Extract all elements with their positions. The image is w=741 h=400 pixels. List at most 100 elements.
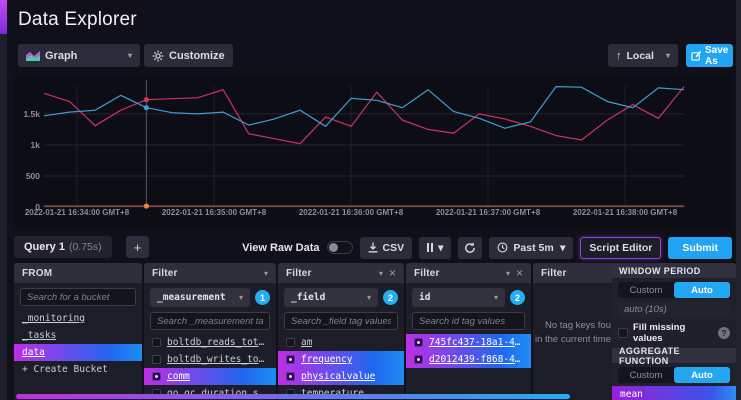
query-tab[interactable]: Query 1 (0.75s) (14, 236, 112, 258)
checkbox (414, 338, 423, 347)
view-raw-data-toggle[interactable] (327, 241, 353, 254)
hover-dot (144, 203, 149, 208)
filter-panel-header: Filter ▾ × (278, 263, 404, 283)
fill-missing-checkbox[interactable] (618, 328, 628, 338)
save-as-label: Save As (705, 45, 728, 67)
bucket-name: data (22, 347, 45, 358)
hover-dot (144, 105, 149, 110)
graph-panel: 05001k1.5k 2022-01-21 16:34:00 GMT+82022… (14, 74, 732, 230)
series-blue (44, 87, 684, 129)
bucket-item[interactable]: data (14, 344, 142, 361)
view-type-dropdown[interactable]: Graph ▾ (18, 44, 140, 67)
tag-key-dropdown[interactable]: _field▾ (284, 288, 378, 307)
tag-value-item[interactable]: am (278, 334, 404, 351)
selected-count-badge: 2 (383, 290, 398, 305)
chevron-down-icon[interactable]: ▾ (264, 269, 268, 278)
tag-key-label: id (419, 292, 494, 303)
window-auto-button[interactable]: Auto (674, 282, 730, 298)
aggregate-function-list: meanmedianlast (612, 386, 736, 400)
hover-dot (144, 97, 149, 102)
view-raw-data-label: View Raw Data (242, 242, 319, 254)
chevron-down-icon: ▾ (367, 293, 371, 302)
tag-value-item[interactable]: boltdb_reads_total (144, 334, 276, 351)
tag-value-list: 745fc437-18a1-48d7-98a6-7… d2012439-f868-… (406, 334, 531, 400)
bucket-item[interactable]: _tasks (14, 327, 142, 344)
time-range-label: Past 5m (513, 242, 555, 254)
tag-value-label: boltdb_reads_total (167, 337, 268, 348)
gear-icon (152, 50, 164, 62)
filter-panel: Filter▾_measurement▾1boltdb_reads_totalb… (144, 263, 276, 400)
fill-missing-values-row: Fill missing values ? (618, 322, 730, 344)
nav-active-indicator[interactable] (0, 0, 7, 34)
submit-button[interactable]: Submit (668, 237, 732, 259)
tag-value-label: boltdb_writes_total (167, 354, 268, 365)
create-bucket-button[interactable]: + Create Bucket (14, 361, 142, 378)
aggregate-custom-button[interactable]: Custom (618, 367, 674, 383)
bucket-name: _tasks (22, 330, 56, 341)
chevron-down-icon: ▾ (560, 242, 565, 254)
tag-key-dropdown[interactable]: _measurement▾ (150, 288, 250, 307)
view-type-label: Graph (45, 50, 123, 62)
download-icon (368, 242, 378, 253)
help-icon[interactable]: ? (718, 327, 730, 339)
tag-value-item[interactable]: frequency (278, 351, 404, 368)
tag-value-label: physicalvalue (301, 371, 375, 382)
line-chart[interactable] (44, 80, 684, 216)
tag-value-label: frequency (301, 354, 352, 365)
page-title: Data Explorer (18, 9, 137, 31)
save-as-icon (691, 50, 702, 61)
window-custom-button[interactable]: Custom (618, 282, 674, 298)
time-range-dropdown[interactable]: Past 5m ▾ (489, 237, 573, 259)
close-icon[interactable]: × (516, 267, 523, 279)
query-duration: (0.75s) (69, 241, 102, 253)
page-edge (736, 0, 741, 400)
chevron-down-icon[interactable]: ▾ (379, 269, 383, 278)
checkbox (414, 355, 423, 364)
checkbox (286, 372, 295, 381)
script-editor-button[interactable]: Script Editor (580, 237, 661, 259)
pause-dropdown[interactable]: ▾ (419, 237, 451, 259)
aggregate-auto-button[interactable]: Auto (674, 367, 730, 383)
empty-filter-line: No tag keys fou (533, 319, 611, 333)
tag-key-label: _measurement (157, 292, 239, 303)
filter-panel-header: Filter▾× (406, 263, 531, 283)
window-period-value[interactable]: auto (10s) (618, 301, 730, 318)
tag-value-search-input[interactable] (284, 312, 398, 330)
chevron-down-icon[interactable]: ▾ (506, 269, 510, 278)
x-tick-label: 2022-01-21 16:34:00 GMT+8 (25, 208, 129, 217)
tag-value-label: d2012439-f868-4842-bfef-8… (429, 354, 523, 365)
add-query-button[interactable]: + (126, 236, 149, 258)
tag-value-item[interactable]: comm (144, 368, 276, 385)
checkbox (286, 355, 295, 364)
tag-key-row: _field▾ 2 (284, 288, 398, 307)
tag-key-dropdown[interactable]: id▾ (412, 288, 505, 307)
tag-key-row: id▾2 (412, 288, 525, 307)
save-location-dropdown[interactable]: ↑ Local ▾ (608, 44, 678, 67)
tag-value-search-input[interactable] (150, 312, 270, 330)
bucket-selector-panel: FROM _monitoring _tasksdata + Create Bucke… (14, 263, 142, 400)
tag-value-item[interactable]: physicalvalue (278, 368, 404, 385)
close-icon[interactable]: × (389, 267, 396, 279)
aggregate-function-item[interactable]: mean (612, 386, 736, 400)
tag-value-item[interactable]: d2012439-f868-4842-bfef-8… (406, 351, 531, 368)
from-title: FROM (22, 268, 134, 279)
tag-value-item[interactable]: boltdb_writes_total (144, 351, 276, 368)
tag-value-search-input[interactable] (412, 312, 525, 330)
nav-rail (0, 0, 7, 400)
bucket-item[interactable]: _monitoring (14, 310, 142, 327)
tag-value-item[interactable]: 745fc437-18a1-48d7-98a6-7… (406, 334, 531, 351)
filter-title: Filter (286, 268, 373, 279)
window-period-title: WINDOW PERIOD (612, 263, 736, 278)
customize-button[interactable]: Customize (144, 44, 233, 67)
tag-value-label: 745fc437-18a1-48d7-98a6-7… (429, 337, 523, 348)
bucket-search-input[interactable] (20, 288, 136, 306)
save-as-button[interactable]: Save As (686, 44, 733, 67)
tag-key-label: _field (291, 292, 367, 303)
horizontal-scrollbar[interactable] (16, 394, 570, 399)
window-period-mode: Custom Auto (618, 282, 730, 298)
filter-panel-header: Filter▾ (144, 263, 276, 283)
refresh-button[interactable] (458, 237, 482, 259)
options-panel: WINDOW PERIOD Custom Auto auto (10s) Fil… (612, 263, 736, 400)
x-tick-label: 2022-01-21 16:36:00 GMT+8 (299, 208, 403, 217)
csv-download-button[interactable]: CSV (360, 237, 413, 259)
